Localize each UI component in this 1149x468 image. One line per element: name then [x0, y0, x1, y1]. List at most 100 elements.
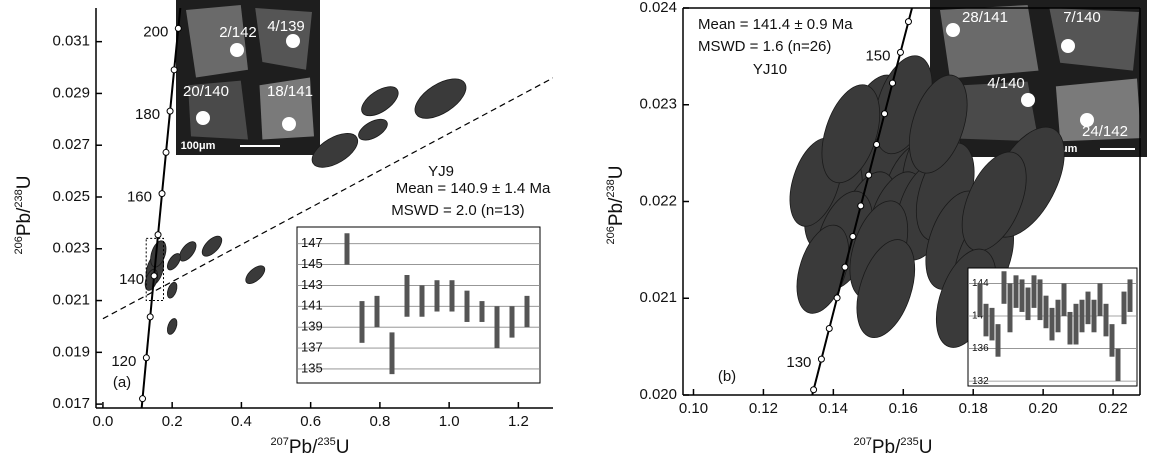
concordia-age-mark — [841, 263, 849, 271]
x-tick-label: 0.18 — [959, 400, 988, 417]
panel-label: (b) — [718, 368, 736, 385]
grain-label: 20/140 — [183, 83, 229, 100]
age-error-bar — [509, 306, 515, 338]
y-tick-label: 0.023 — [52, 240, 90, 257]
age-error-bar — [1067, 311, 1073, 345]
y-tick-label: 0.021 — [639, 289, 677, 306]
age-error-bar — [344, 233, 350, 265]
inset-tick-label: 135 — [301, 360, 323, 375]
sample-name: YJ9 — [428, 163, 454, 180]
mean-age: Mean = 141.4 ± 0.9 Ma — [698, 16, 853, 33]
mean-age: Mean = 140.9 ± 1.4 Ma — [396, 180, 551, 197]
y-tick-label: 0.023 — [639, 96, 677, 113]
error-ellipse — [167, 253, 181, 271]
sample-name: YJ10 — [753, 61, 787, 78]
mswd: MSWD = 2.0 (n=13) — [391, 202, 524, 219]
x-tick-label: 0.6 — [300, 413, 321, 430]
x-tick-label: 0.16 — [889, 400, 918, 417]
error-ellipse — [358, 118, 388, 141]
concordia-age-mark — [896, 48, 904, 56]
inset-tick-label: 137 — [301, 339, 323, 354]
concordia-age-mark — [817, 355, 825, 363]
mswd: MSWD = 1.6 (n=26) — [698, 38, 831, 55]
x-tick-label: 0.14 — [819, 400, 848, 417]
x-tick-label: 0.20 — [1029, 400, 1058, 417]
age-error-bar — [1025, 287, 1031, 321]
age-error-bar — [434, 280, 440, 312]
y-tick-label: 0.020 — [639, 386, 677, 403]
age-error-bar — [1037, 279, 1043, 321]
zircon-grain — [1055, 78, 1141, 142]
error-ellipse — [361, 86, 399, 117]
x-tick-label: 0.2 — [162, 413, 183, 430]
grain-label: 7/140 — [1063, 9, 1101, 26]
age-error-bar — [389, 332, 395, 375]
axis-title-superscript: 238 — [13, 189, 25, 207]
inset-tick-label: 141 — [301, 298, 323, 313]
age-error-bar — [1073, 303, 1079, 345]
y-tick-label: 0.031 — [52, 33, 90, 50]
concordia-age-mark — [888, 79, 896, 87]
axis-title-part: Pb/ — [14, 207, 35, 236]
concordia-age-mark — [162, 148, 170, 156]
x-tick-label: 0.12 — [749, 400, 778, 417]
analysis-spot — [1080, 113, 1094, 127]
y-tick-label: 0.027 — [52, 136, 90, 153]
concordia-age-mark — [170, 66, 178, 74]
axis-title: 206Pb/238U — [605, 166, 627, 245]
age-error-bar — [359, 301, 365, 343]
axis-title-superscript: 207 — [854, 436, 872, 448]
inset-tick-label: 132 — [972, 376, 989, 387]
x-tick-label: 0.10 — [679, 400, 708, 417]
inset-tick-label: 139 — [301, 319, 323, 334]
age-error-bar — [1097, 283, 1103, 317]
age-error-bar — [1055, 299, 1061, 333]
axis-title: 206Pb/238U — [13, 176, 35, 255]
axis-title-part: U — [606, 166, 627, 180]
concordia-age-mark — [154, 231, 162, 239]
axis-title-part: Pb/ — [606, 197, 627, 226]
axis-title-superscript: 238 — [605, 179, 617, 197]
zircon-grain — [940, 5, 1039, 79]
concordia-age-mark — [833, 294, 841, 302]
scale-label: 100μm — [181, 140, 216, 152]
analysis-spot — [1061, 39, 1075, 53]
error-ellipse — [311, 133, 359, 168]
analysis-spot — [230, 43, 244, 57]
inset-tick-label: 136 — [972, 343, 989, 354]
concordia-age-label: 180 — [135, 106, 160, 123]
age-error-bar — [1031, 275, 1037, 308]
y-tick-label: 0.022 — [639, 192, 677, 209]
error-ellipse — [908, 74, 968, 174]
age-error-bar — [479, 301, 485, 322]
age-error-bar — [1007, 283, 1013, 333]
age-error-bar — [989, 307, 995, 341]
analysis-spot — [946, 23, 960, 37]
plot-area — [789, 8, 1065, 395]
concordia-age-mark — [146, 313, 154, 321]
discordia-line — [102, 77, 553, 320]
concordia-age-mark — [174, 24, 182, 32]
analysis-spot — [282, 117, 296, 131]
concordia-age-label: 160 — [127, 189, 152, 206]
concordia-age-mark — [810, 386, 818, 394]
age-error-bar — [1121, 291, 1127, 325]
age-error-bar — [995, 324, 1001, 357]
axis-title-part: Pb/ — [289, 437, 318, 458]
y-tick-label: 0.019 — [52, 343, 90, 360]
axis-title-superscript: 206 — [605, 226, 617, 244]
age-error-bar — [1001, 271, 1007, 304]
age-error-bar — [1019, 279, 1025, 312]
error-ellipse — [179, 241, 197, 262]
error-ellipse — [245, 265, 266, 284]
concordia-age-mark — [142, 354, 150, 362]
age-error-bar — [1085, 291, 1091, 325]
grain-label: 18/141 — [267, 83, 313, 100]
concordia-age-mark — [857, 202, 865, 210]
concordia-age-mark — [150, 272, 158, 280]
concordia-age-mark — [881, 110, 889, 118]
x-tick-label: 1.2 — [508, 413, 529, 430]
age-error-bar — [1049, 307, 1055, 341]
grain-label: 4/140 — [987, 75, 1025, 92]
x-tick-label: 0.0 — [92, 413, 113, 430]
